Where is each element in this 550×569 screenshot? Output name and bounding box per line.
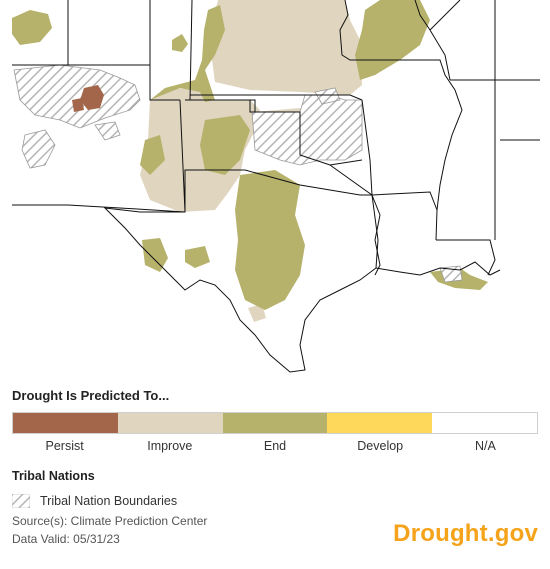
- tribal-hatch-icon: [12, 494, 30, 508]
- valid-date-text: Data Valid: 05/31/23: [12, 532, 120, 546]
- label-persist: Persist: [45, 439, 84, 453]
- label-na: N/A: [474, 439, 496, 453]
- legend: Drought Is Predicted To... Persist Impro…: [12, 388, 540, 546]
- legend-swatches: [12, 412, 538, 434]
- swatch-end: [222, 413, 328, 433]
- label-end: End: [263, 439, 287, 453]
- tribal-legend-row: Tribal Nation Boundaries: [12, 493, 540, 509]
- label-improve: Improve: [147, 439, 193, 453]
- tribal-boundaries-label: Tribal Nation Boundaries: [40, 494, 178, 508]
- source-text: Source(s): Climate Prediction Center: [12, 514, 208, 528]
- label-develop: Develop: [357, 439, 404, 453]
- drought-outlook-map: [12, 0, 540, 373]
- persist-regions: [72, 85, 104, 112]
- swatch-develop: [327, 413, 433, 433]
- tribal-boundaries: [13, 64, 463, 283]
- state-boundaries: [12, 0, 540, 373]
- legend-title: Drought Is Predicted To...: [12, 388, 170, 403]
- swatch-improve: [117, 413, 223, 433]
- legend-labels: Persist Improve End Develop N/A: [12, 439, 538, 453]
- tribal-title: Tribal Nations: [12, 469, 95, 483]
- swatch-na: [432, 413, 537, 433]
- drought-gov-logo[interactable]: Drought.gov: [393, 520, 538, 547]
- swatch-persist: [13, 413, 118, 433]
